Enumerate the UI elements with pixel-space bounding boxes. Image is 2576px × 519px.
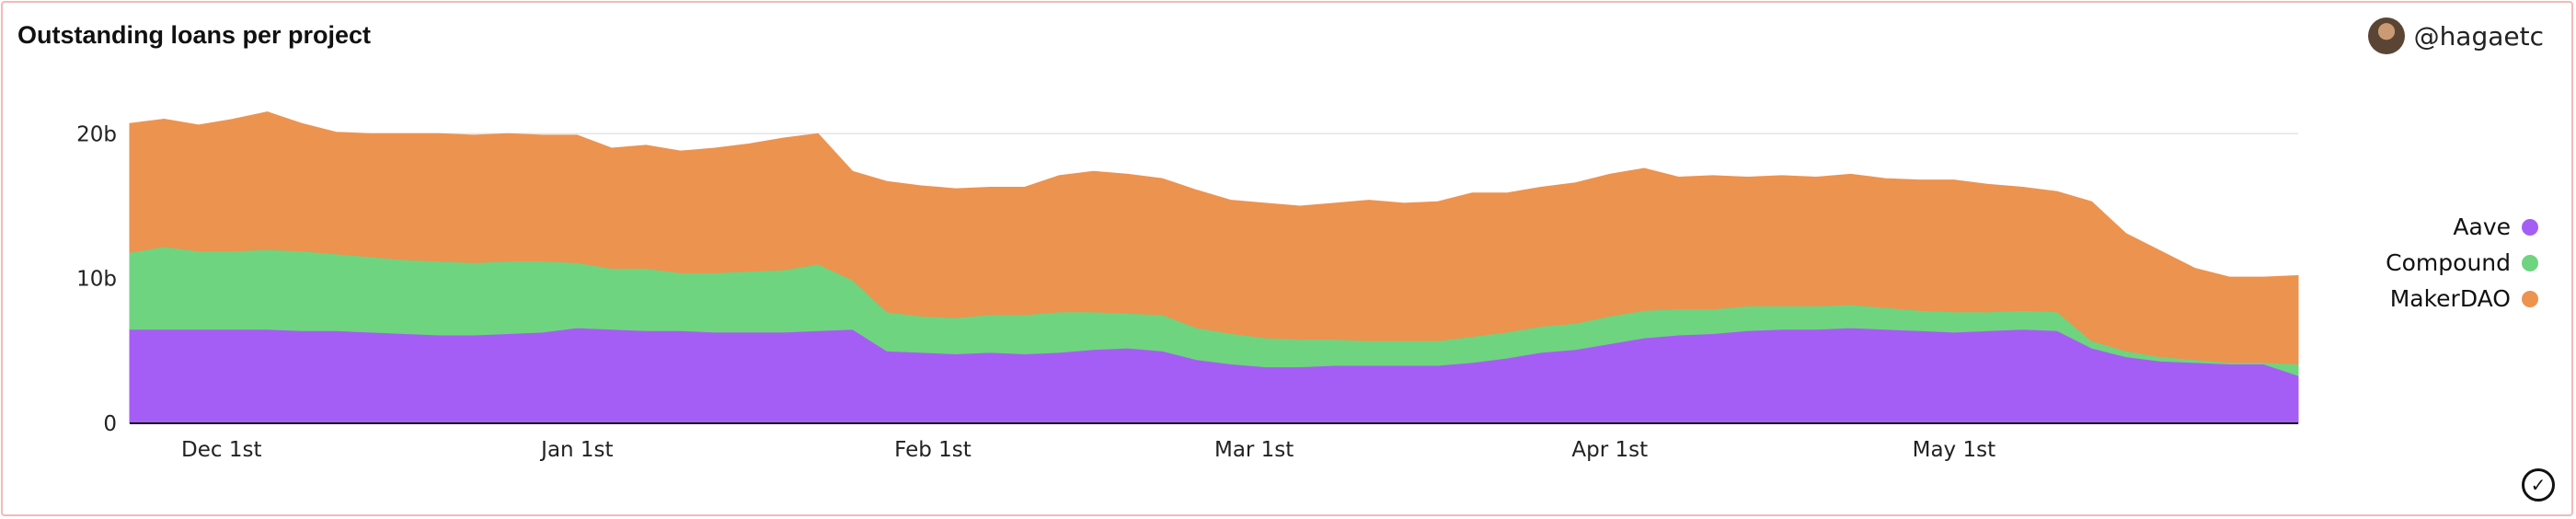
x-tick-label: May 1st — [1913, 438, 1996, 462]
user-handle[interactable]: @hagaetc — [2413, 20, 2544, 52]
legend-swatch-compound — [2522, 254, 2538, 271]
avatar[interactable] — [2367, 17, 2405, 54]
legend-item-compound[interactable]: Compound — [2386, 245, 2538, 281]
legend-label: Aave — [2453, 213, 2511, 240]
x-tick-label: Apr 1st — [1571, 438, 1648, 462]
legend-swatch-makerdao — [2522, 290, 2538, 307]
y-tick-label: 0 — [103, 412, 117, 436]
legend-label: Compound — [2386, 249, 2511, 276]
x-tick-label: Mar 1st — [1214, 438, 1294, 462]
legend-label: MakerDAO — [2389, 285, 2511, 312]
x-tick-label: Jan 1st — [539, 438, 613, 462]
legend-swatch-aave — [2522, 218, 2538, 236]
chart-title: Outstanding loans per project — [17, 21, 372, 49]
y-tick-label: 20b — [76, 122, 117, 146]
area-series-makerdao — [129, 111, 2299, 365]
check-circle-icon[interactable]: ✓ — [2522, 468, 2555, 502]
x-tick-label: Feb 1st — [894, 438, 972, 462]
legend-item-aave[interactable]: Aave — [2386, 209, 2538, 245]
legend-item-makerdao[interactable]: MakerDAO — [2386, 281, 2538, 317]
author-badge[interactable]: @hagaetc — [2367, 17, 2544, 54]
y-tick-label: 10b — [76, 268, 117, 292]
chart-legend: Aave Compound MakerDAO — [2386, 209, 2538, 317]
x-tick-label: Dec 1st — [181, 438, 261, 462]
